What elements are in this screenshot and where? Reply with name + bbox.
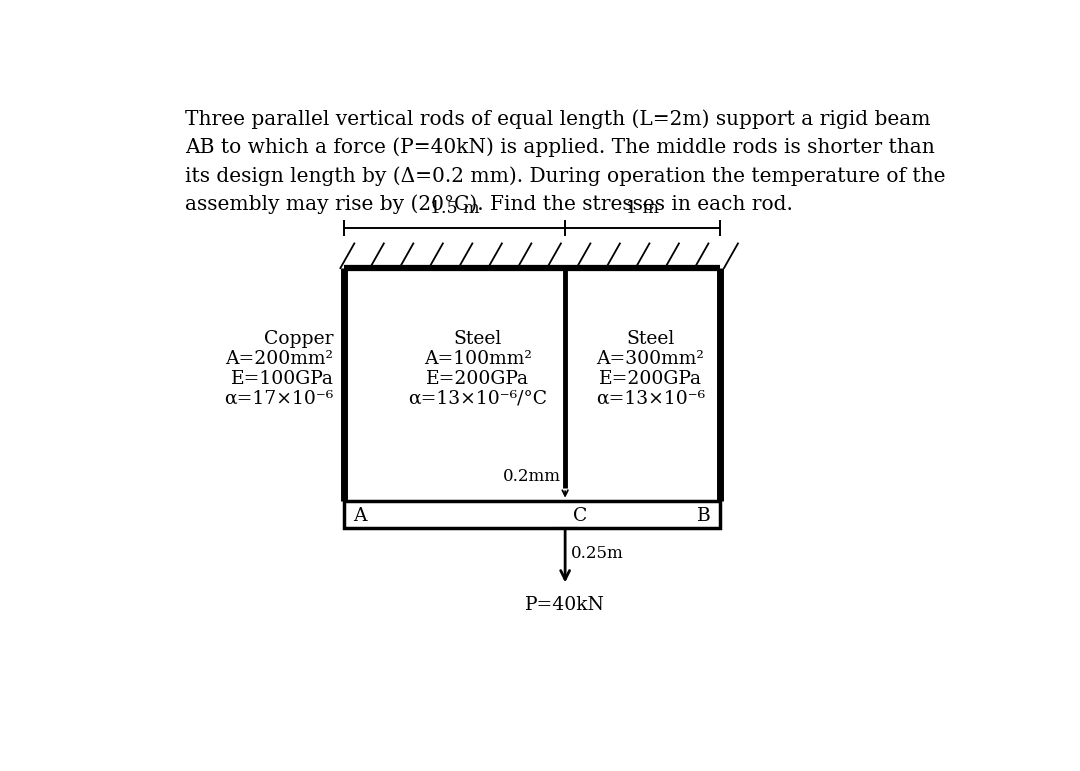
- Text: E=200GPa: E=200GPa: [599, 370, 702, 388]
- Text: A=200mm²: A=200mm²: [226, 350, 334, 368]
- Text: Steel: Steel: [454, 330, 502, 348]
- Text: α=17×10⁻⁶: α=17×10⁻⁶: [225, 390, 334, 408]
- Text: E=200GPa: E=200GPa: [427, 370, 529, 388]
- Text: 1 m: 1 m: [626, 200, 659, 217]
- Text: 1.5 m: 1.5 m: [430, 200, 480, 217]
- Text: Steel: Steel: [626, 330, 675, 348]
- Text: 0.25m: 0.25m: [571, 545, 624, 562]
- Text: E=100GPa: E=100GPa: [230, 370, 334, 388]
- Text: C: C: [572, 507, 588, 524]
- Text: B: B: [697, 507, 711, 524]
- Text: α=13×10⁻⁶: α=13×10⁻⁶: [596, 390, 705, 408]
- Text: 0.2mm: 0.2mm: [503, 468, 562, 485]
- Text: α=13×10⁻⁶/°C: α=13×10⁻⁶/°C: [408, 390, 548, 408]
- Text: A=100mm²: A=100mm²: [424, 350, 531, 368]
- Text: A: A: [353, 507, 367, 524]
- Bar: [345, 500, 720, 527]
- Text: Three parallel vertical rods of equal length (L=2m) support a rigid beam
AB to w: Three parallel vertical rods of equal le…: [186, 109, 946, 214]
- Text: P=40kN: P=40kN: [525, 596, 605, 614]
- Text: A=300mm²: A=300mm²: [596, 350, 704, 368]
- Text: Copper: Copper: [264, 330, 334, 348]
